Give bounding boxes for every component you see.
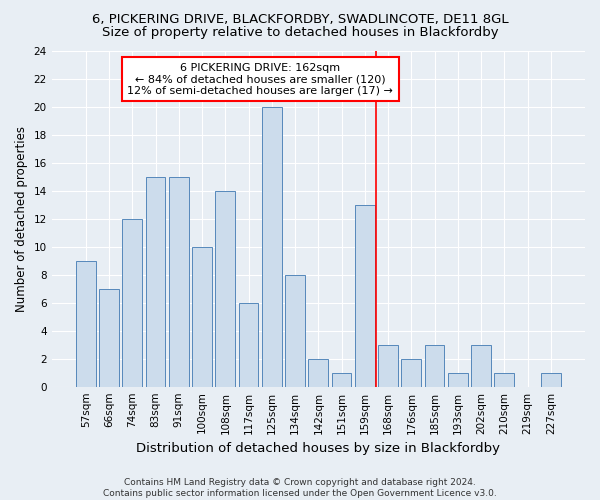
Bar xyxy=(122,219,142,386)
Bar xyxy=(169,177,188,386)
Bar xyxy=(471,345,491,387)
Bar xyxy=(192,247,212,386)
Bar xyxy=(494,372,514,386)
Bar xyxy=(355,205,375,386)
Y-axis label: Number of detached properties: Number of detached properties xyxy=(15,126,28,312)
Bar xyxy=(308,358,328,386)
Text: 6 PICKERING DRIVE: 162sqm
← 84% of detached houses are smaller (120)
12% of semi: 6 PICKERING DRIVE: 162sqm ← 84% of detac… xyxy=(127,62,393,96)
Bar xyxy=(285,275,305,386)
Text: 6, PICKERING DRIVE, BLACKFORDBY, SWADLINCOTE, DE11 8GL: 6, PICKERING DRIVE, BLACKFORDBY, SWADLIN… xyxy=(92,12,508,26)
Bar xyxy=(401,358,421,386)
Bar xyxy=(215,191,235,386)
Bar xyxy=(425,345,445,387)
Text: Size of property relative to detached houses in Blackfordby: Size of property relative to detached ho… xyxy=(101,26,499,39)
Bar xyxy=(332,372,352,386)
Bar xyxy=(76,261,95,386)
Bar xyxy=(378,345,398,387)
Bar xyxy=(99,289,119,386)
Text: Contains HM Land Registry data © Crown copyright and database right 2024.
Contai: Contains HM Land Registry data © Crown c… xyxy=(103,478,497,498)
Bar xyxy=(239,303,259,386)
X-axis label: Distribution of detached houses by size in Blackfordby: Distribution of detached houses by size … xyxy=(136,442,500,455)
Bar xyxy=(262,108,282,386)
Bar xyxy=(146,177,166,386)
Bar xyxy=(541,372,561,386)
Bar xyxy=(448,372,468,386)
